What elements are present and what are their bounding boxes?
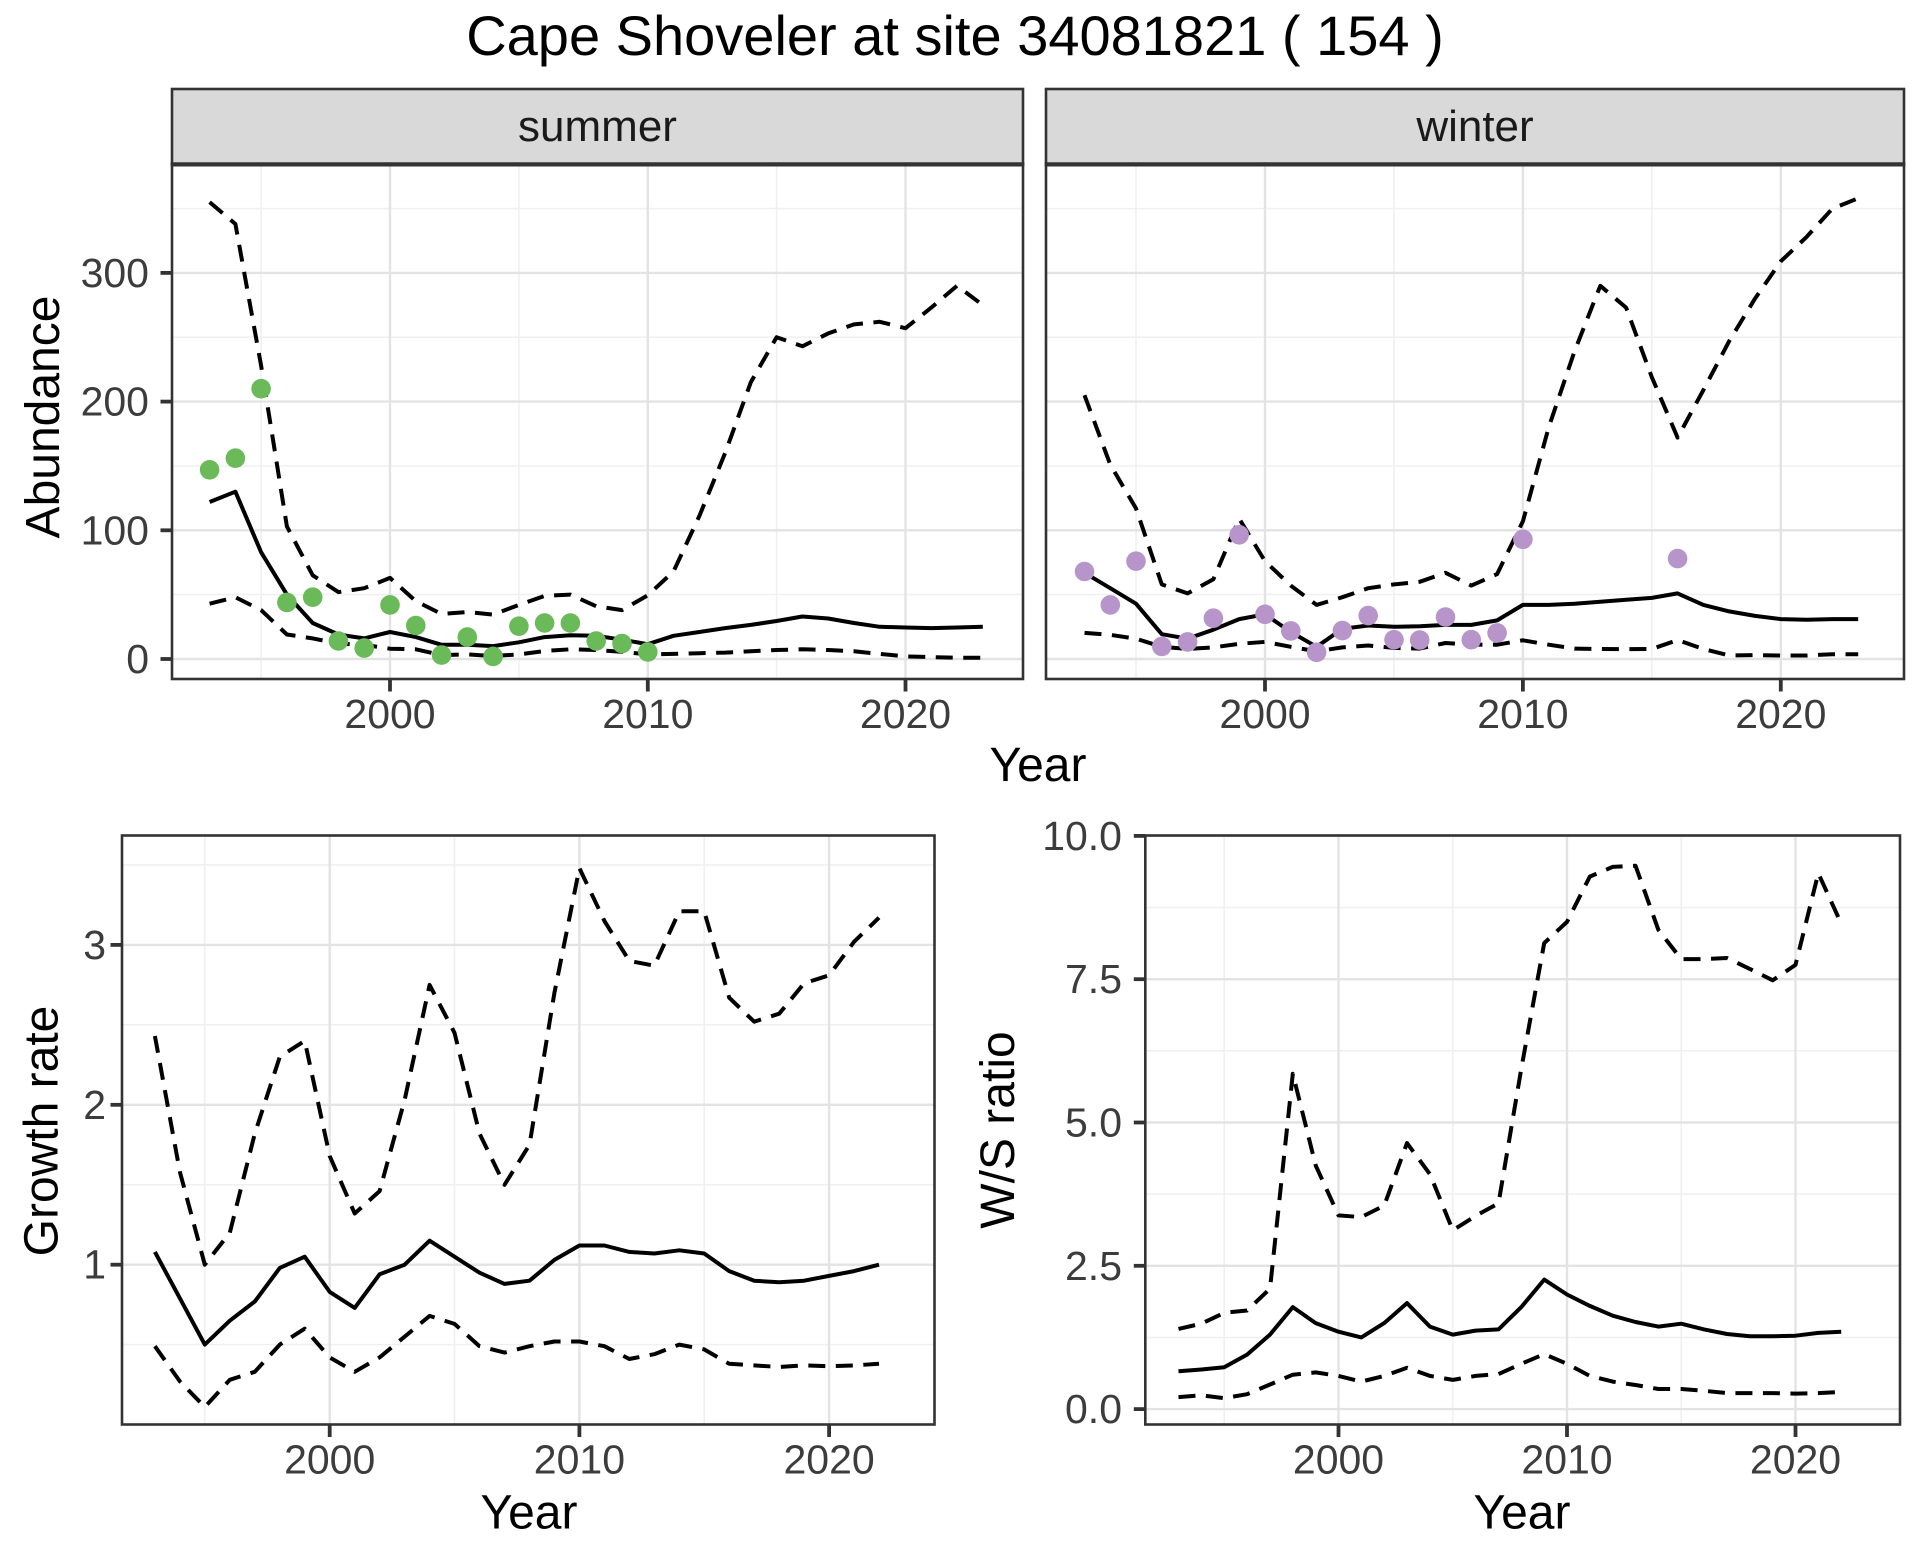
svg-text:2020: 2020 xyxy=(783,1437,874,1483)
svg-text:5.0: 5.0 xyxy=(1065,1100,1122,1146)
svg-text:2010: 2010 xyxy=(534,1437,625,1483)
svg-text:300: 300 xyxy=(81,250,149,296)
svg-text:summer: summer xyxy=(518,102,677,151)
svg-text:2.5: 2.5 xyxy=(1065,1243,1122,1289)
svg-text:winter: winter xyxy=(1415,102,1533,151)
svg-text:Growth rate: Growth rate xyxy=(16,1006,69,1257)
svg-text:2000: 2000 xyxy=(1293,1437,1384,1483)
svg-text:2020: 2020 xyxy=(1735,691,1826,737)
svg-text:Year: Year xyxy=(990,739,1087,792)
svg-text:10.0: 10.0 xyxy=(1042,813,1122,859)
svg-text:2000: 2000 xyxy=(344,691,435,737)
svg-text:100: 100 xyxy=(81,507,149,553)
svg-text:Abundance: Abundance xyxy=(17,296,70,539)
svg-text:2020: 2020 xyxy=(1750,1437,1841,1483)
svg-text:2010: 2010 xyxy=(602,691,693,737)
svg-text:2000: 2000 xyxy=(284,1437,375,1483)
svg-text:2: 2 xyxy=(83,1082,106,1128)
svg-text:2000: 2000 xyxy=(1219,691,1310,737)
svg-text:2020: 2020 xyxy=(860,691,951,737)
svg-text:0: 0 xyxy=(126,636,149,682)
svg-text:Year: Year xyxy=(481,1487,578,1540)
svg-text:2010: 2010 xyxy=(1521,1437,1612,1483)
svg-text:Cape Shoveler at site 34081821: Cape Shoveler at site 34081821 ( 154 ) xyxy=(466,4,1444,67)
svg-text:Year: Year xyxy=(1474,1487,1571,1540)
svg-text:7.5: 7.5 xyxy=(1065,956,1122,1002)
svg-text:0.0: 0.0 xyxy=(1065,1386,1122,1432)
svg-text:2010: 2010 xyxy=(1477,691,1568,737)
svg-text:200: 200 xyxy=(81,379,149,425)
svg-text:W/S ratio: W/S ratio xyxy=(972,1031,1025,1228)
svg-text:3: 3 xyxy=(83,922,106,968)
svg-text:1: 1 xyxy=(83,1242,106,1288)
